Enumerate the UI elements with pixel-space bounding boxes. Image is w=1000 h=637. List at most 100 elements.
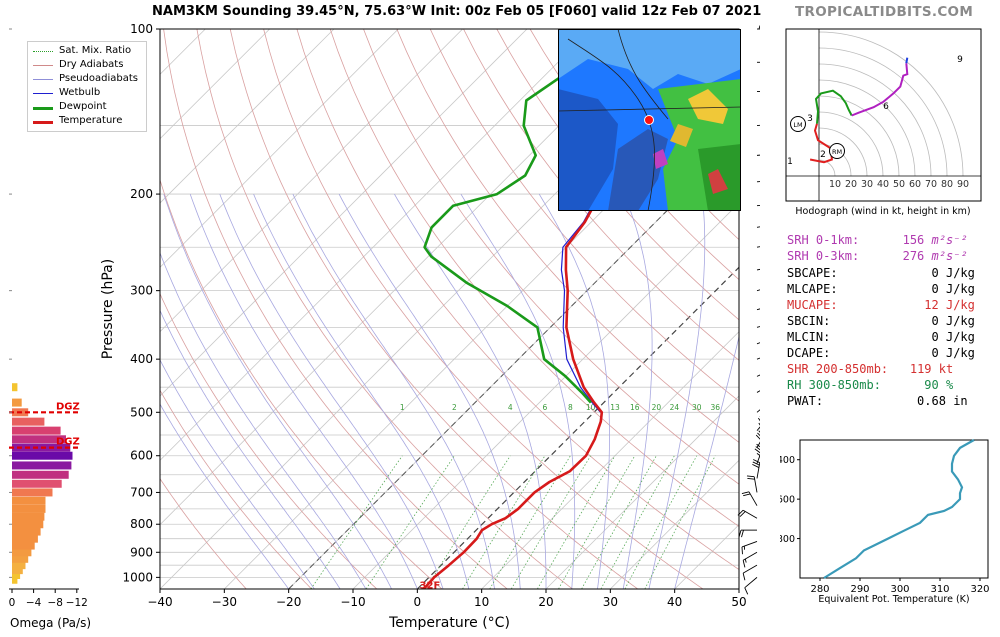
pseudoadiabat (253, 193, 470, 589)
dry-adiabat (296, 29, 739, 570)
mixing-ratio-line (365, 455, 455, 589)
wind-barb (757, 91, 760, 92)
x-tick-label: 10 (474, 595, 489, 609)
omega-bar (12, 504, 46, 513)
mixing-ratio-label: 24 (670, 403, 680, 412)
mucape-stat: MUCAPE: 12 J/kg (787, 298, 975, 312)
hodograph-ring-label: 10 (829, 179, 841, 190)
omega-bar (12, 570, 21, 579)
omega-bar (12, 512, 45, 521)
sbcin-stat: SBCIN: 0 J/kg (787, 314, 975, 328)
mixing-ratio-line (310, 455, 403, 589)
legend-item: Sat. Mix. Ratio (28, 45, 146, 58)
hodograph-trace (905, 57, 909, 64)
wind-barb (757, 25, 760, 30)
hodograph-ring-label: 40 (877, 179, 889, 190)
omega-bar (12, 435, 66, 444)
isotherm (160, 29, 399, 268)
omega-x-tick-label: −8 (47, 597, 62, 609)
theta-e-x-tick-label: 300 (890, 584, 909, 595)
wind-barb (756, 401, 760, 413)
theta-e-frame (799, 439, 989, 579)
dry-adiabat (263, 29, 704, 589)
wind-barb (741, 541, 758, 555)
theta-e-y-tick-label: 600 (780, 495, 795, 506)
legend-label: Wetbulb (59, 87, 101, 98)
legend-label: Dry Adiabats (59, 59, 124, 70)
wind-barb (756, 286, 760, 292)
theta-e-profile (823, 439, 975, 579)
wind-barb (756, 353, 760, 360)
dry-adiabat (529, 29, 739, 281)
omega-bar (12, 520, 44, 529)
mixing-ratio-label: 1 (400, 403, 405, 412)
wind-barb (742, 551, 758, 568)
dry-adiabat (160, 178, 443, 589)
wind-barb (756, 305, 760, 311)
hodograph-ring-label: 80 (941, 179, 953, 190)
mlcape-stat: MLCAPE: 0 J/kg (787, 282, 975, 296)
wind-barb (756, 203, 760, 207)
hodograph-ring-label: 50 (893, 179, 905, 190)
theta-e-y-tick-label: 800 (780, 534, 795, 545)
wind-barb (752, 459, 760, 479)
legend-label: Pseudoadiabats (59, 73, 139, 84)
hodograph-height-label: 3 (807, 114, 813, 124)
radar-map-inset (558, 29, 741, 211)
mixing-ratio-label: 6 (543, 403, 548, 412)
wind-barb (742, 564, 758, 581)
pseudoadiabat (460, 193, 576, 589)
mixing-ratio-line (489, 455, 571, 589)
omega-bar (12, 527, 41, 536)
pseudoadiabat (538, 193, 610, 589)
wind-barb (756, 322, 760, 328)
hodograph-height-label: 1 (787, 157, 793, 167)
hodograph-height-label: RM (832, 148, 842, 156)
omega-bar (12, 383, 18, 392)
rh-stat: RH 300-850mb: 90 % (787, 378, 954, 392)
hodograph-height-label: LM (793, 121, 802, 129)
dry-adiabat (160, 477, 247, 589)
srh03-stat: SRH 0-3km: 276 m²s⁻² (787, 249, 968, 263)
x-tick-label: −20 (276, 595, 301, 609)
hodograph-ring-label: 60 (909, 179, 921, 190)
omega-bar (12, 461, 72, 470)
storm-motion-marker (829, 143, 845, 159)
pseudoadiabat (160, 359, 315, 589)
mixing-ratio-label: 30 (692, 403, 702, 412)
wind-barb (756, 415, 760, 431)
wind-barb (756, 244, 760, 248)
y-tick-label: 600 (130, 449, 153, 463)
legend: Sat. Mix. Ratio Dry Adiabats Pseudoadiabat… (27, 41, 147, 132)
hodograph-frame (785, 28, 982, 202)
omega-bar (12, 470, 69, 479)
mixing-ratio-label: 10 (586, 403, 596, 412)
dry-adiabat (363, 29, 739, 485)
dry-adiabat (429, 29, 739, 402)
legend-item: Dry Adiabats (28, 59, 146, 72)
wind-barb (756, 384, 760, 393)
legend-label: Dewpoint (59, 101, 107, 112)
pseudoadiabat (648, 194, 706, 589)
theta-e-plot: 280290300310320400600800Pressure (hPa)Eq… (780, 439, 990, 605)
wind-barb (737, 509, 758, 519)
hodograph-ring-label: 70 (925, 179, 937, 190)
dry-adiabat (160, 292, 378, 589)
dry-adiabat (463, 29, 739, 361)
wind-barb (741, 491, 758, 506)
theta-e-x-tick-label: 310 (930, 584, 949, 595)
isotherm (160, 29, 528, 397)
mixing-ratio-label: 2 (452, 403, 457, 412)
dry-adiabat (496, 29, 739, 321)
y-tick-label: 200 (130, 187, 153, 201)
pwat-stat: PWAT: 0.68 in (787, 394, 968, 408)
omega-bar (12, 561, 26, 570)
y-tick-label: 400 (130, 352, 153, 366)
mixing-ratio-line (600, 455, 675, 589)
wind-barb (756, 369, 760, 377)
y-axis-label: Pressure (hPa) (100, 259, 116, 359)
dewpoint-profile (423, 29, 638, 404)
freezing-isotherm (416, 266, 739, 589)
hodograph-height-label: 9 (957, 55, 963, 65)
pseudoadiabat (674, 334, 739, 589)
